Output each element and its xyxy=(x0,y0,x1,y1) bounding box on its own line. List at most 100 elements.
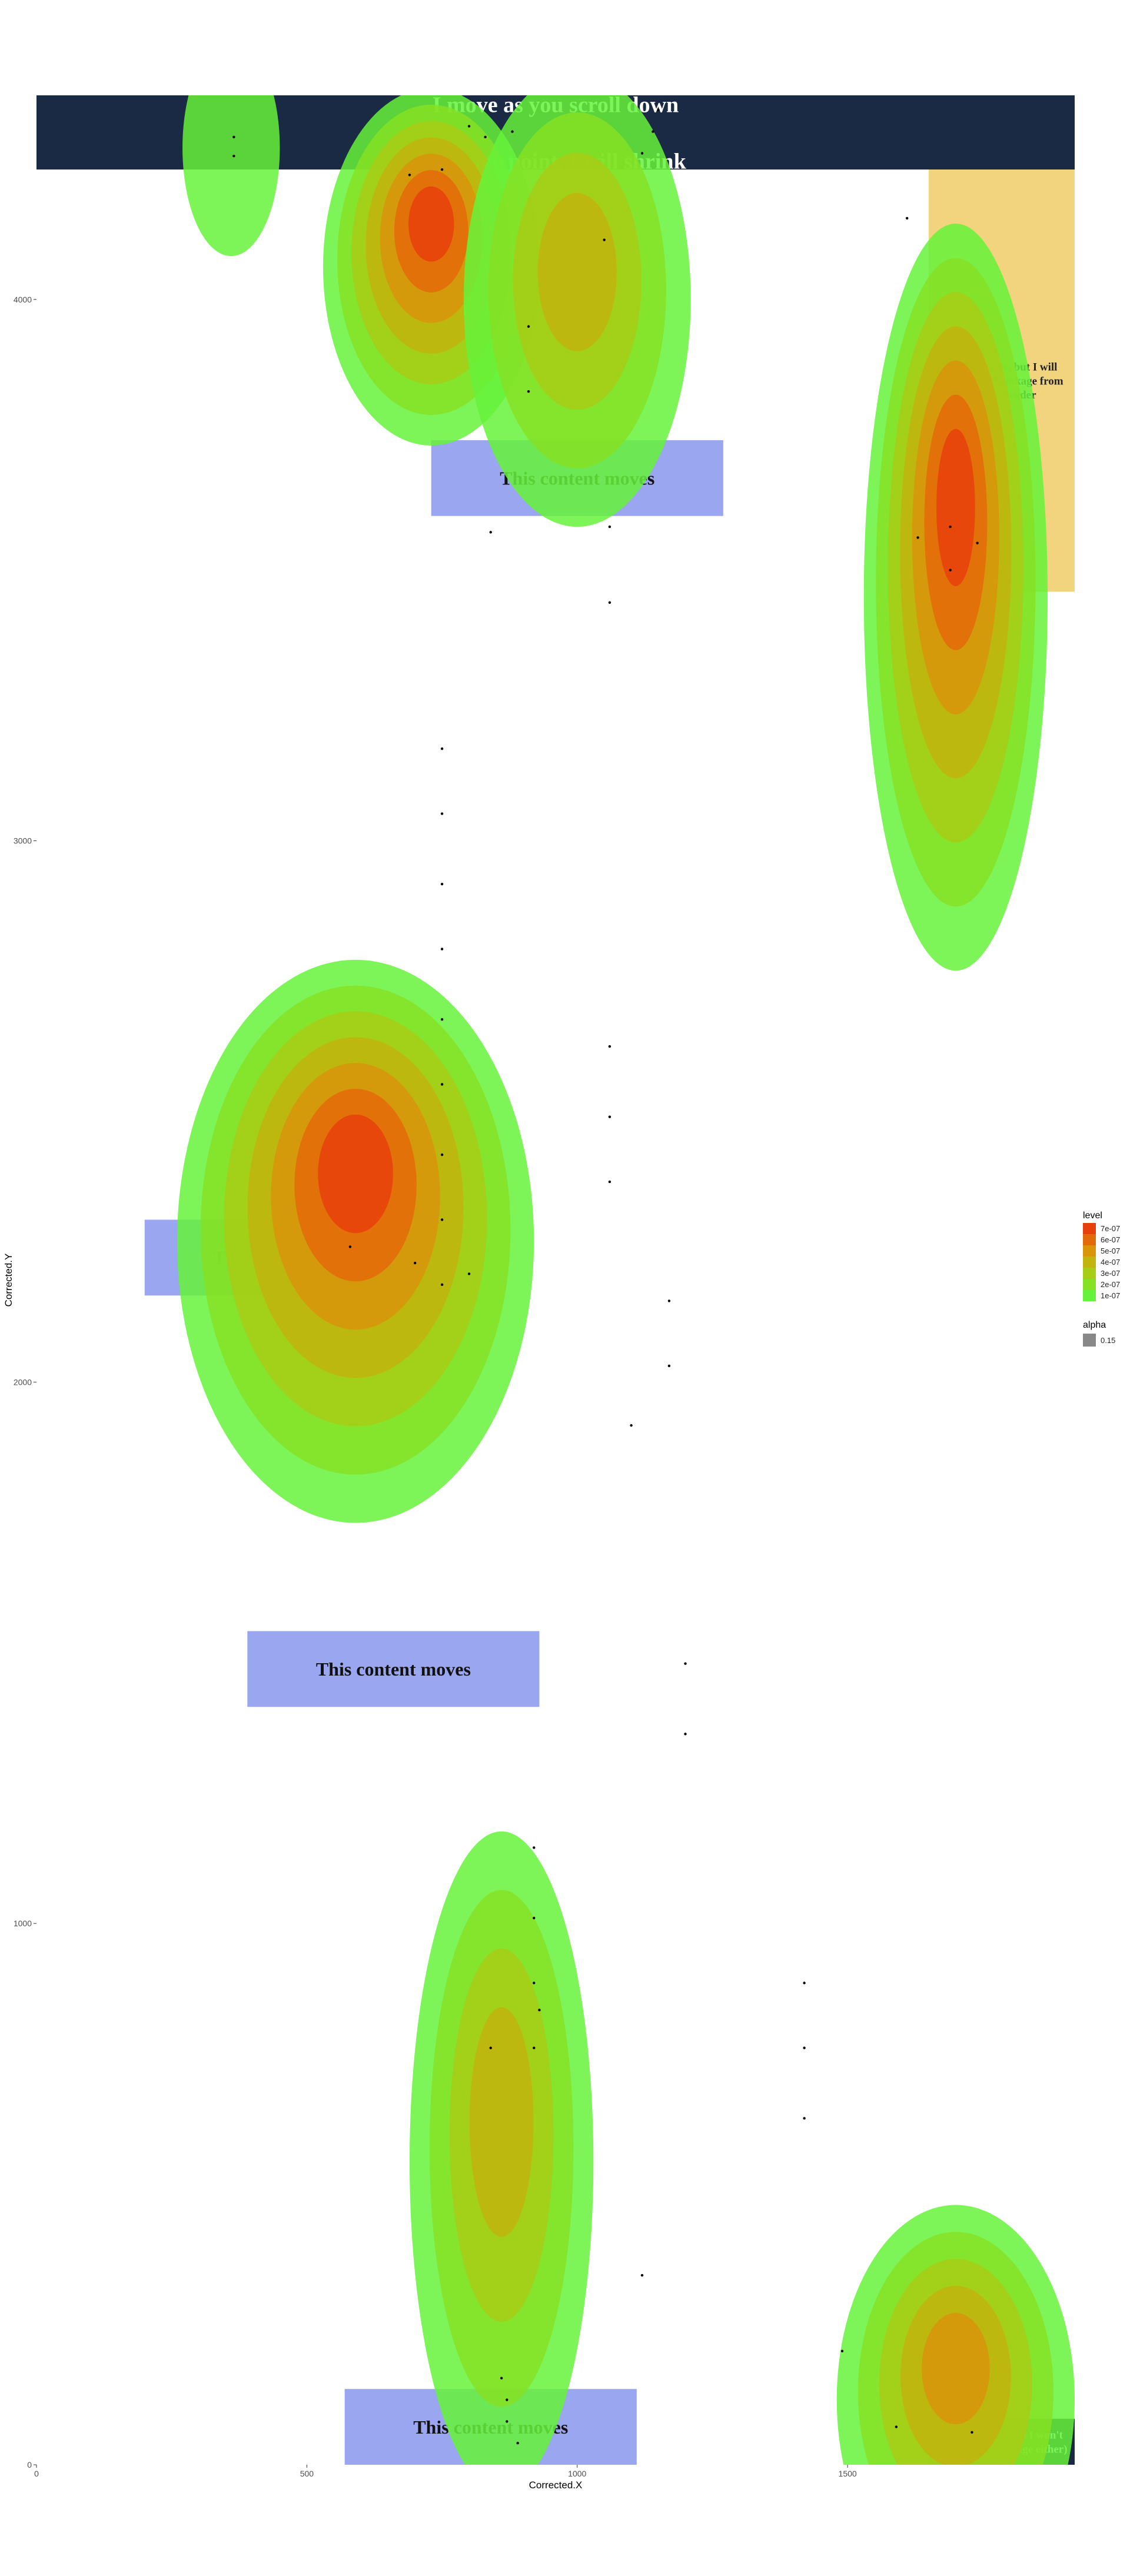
x-tick-label: 1500 xyxy=(839,2469,857,2478)
data-point xyxy=(533,2046,536,2049)
data-point xyxy=(608,1045,611,1048)
x-tick-label: 0 xyxy=(34,2469,39,2478)
cluster-bottom-right xyxy=(836,2205,1075,2465)
data-point xyxy=(527,325,530,328)
legend-level-swatch xyxy=(1083,1223,1096,1234)
cluster-top-center-level-7 xyxy=(408,186,454,262)
legend-level-swatch xyxy=(1083,1245,1096,1257)
data-point xyxy=(440,1218,444,1221)
legend-level-label: 5e-07 xyxy=(1101,1247,1120,1255)
data-point xyxy=(949,569,952,571)
legend-level-swatch xyxy=(1083,1234,1096,1245)
cluster-bottom-right-level-5 xyxy=(922,2313,990,2425)
x-tick-label: 1000 xyxy=(568,2469,586,2478)
data-point xyxy=(440,882,444,886)
data-point xyxy=(506,2398,508,2401)
legend-level-swatch xyxy=(1083,1279,1096,1290)
cluster-bottom-center xyxy=(409,1831,594,2465)
legend-level-label: 4e-07 xyxy=(1101,1258,1120,1267)
legend-alpha-title: alpha xyxy=(1083,1320,1106,1330)
data-point xyxy=(408,174,411,177)
axes-layer: 0 500 1000 1500 0 1000 2000 3000 4000 Corrected.X… xyxy=(3,295,857,2491)
data-point xyxy=(232,135,235,139)
data-point xyxy=(976,541,979,544)
legend-level-label: 2e-07 xyxy=(1101,1280,1120,1289)
data-point xyxy=(657,108,660,112)
legend-level-swatch xyxy=(1083,1290,1096,1301)
data-point xyxy=(630,1424,633,1427)
data-point xyxy=(608,525,611,529)
scatter-points-layer xyxy=(232,108,979,2445)
cluster-middle-left-level-7 xyxy=(318,1114,393,1234)
y-tick-label: 3000 xyxy=(14,836,32,846)
data-point xyxy=(916,536,919,539)
data-point xyxy=(489,2046,492,2049)
data-point xyxy=(440,1083,444,1086)
x-axis-title: Corrected.X xyxy=(529,2479,583,2491)
cluster-bottom-center-level-4 xyxy=(469,2007,534,2237)
data-point xyxy=(527,390,530,393)
data-point xyxy=(608,1115,611,1118)
legend-level-label: 6e-07 xyxy=(1101,1235,1120,1244)
legend-level-title: level xyxy=(1083,1211,1102,1221)
data-point xyxy=(538,2009,541,2012)
data-point xyxy=(840,2349,844,2353)
data-point xyxy=(533,1846,536,1849)
data-point xyxy=(533,1982,536,1985)
content-box-3-label: This content moves xyxy=(316,1658,471,1680)
data-point xyxy=(905,217,909,220)
cluster-top-center-right xyxy=(463,95,691,527)
data-point xyxy=(348,1245,352,1248)
data-point xyxy=(603,238,606,241)
legend-alpha-swatch xyxy=(1083,1334,1096,1347)
legend: level 7e-07 6e-07 5e-07 4e-07 3e-07 2e-07 1e-07… xyxy=(1083,1211,1120,1347)
data-point xyxy=(511,130,514,133)
y-tick-label: 4000 xyxy=(14,295,32,304)
cluster-right-column xyxy=(863,223,1048,971)
data-point xyxy=(640,152,644,155)
data-point xyxy=(608,1180,611,1184)
data-point xyxy=(684,1662,687,1665)
data-point xyxy=(652,130,654,133)
legend-level-label: 7e-07 xyxy=(1101,1224,1120,1233)
data-point xyxy=(440,1283,444,1287)
y-axis-title: Corrected.Y xyxy=(3,1254,14,1307)
data-point xyxy=(803,2117,806,2120)
data-point xyxy=(895,2425,898,2428)
data-point xyxy=(484,135,487,139)
content-box-3 xyxy=(247,1631,540,1707)
y-tick-label: 1000 xyxy=(14,1919,32,1928)
cluster-top-left-level-1 xyxy=(182,95,280,257)
data-point xyxy=(500,2376,503,2380)
data-point xyxy=(971,2431,973,2434)
data-point xyxy=(440,747,444,750)
data-point xyxy=(232,154,235,158)
legend-level-swatch xyxy=(1083,1257,1096,1268)
data-point xyxy=(440,948,444,950)
data-point xyxy=(684,1733,687,1736)
legend-level-swatch xyxy=(1083,1268,1096,1279)
data-point xyxy=(489,531,492,534)
data-point xyxy=(640,2273,644,2277)
data-point xyxy=(667,1299,671,1302)
data-point xyxy=(440,812,444,815)
data-point xyxy=(516,2442,519,2445)
data-point xyxy=(413,1261,417,1265)
data-point xyxy=(467,125,471,128)
legend-level-label: 1e-07 xyxy=(1101,1291,1120,1300)
data-point xyxy=(949,525,952,529)
y-tick-label: 0 xyxy=(27,2460,32,2469)
legend-alpha-label: 0.15 xyxy=(1101,1336,1115,1345)
cluster-middle-left xyxy=(177,959,534,1523)
legend-level-label: 3e-07 xyxy=(1101,1269,1120,1278)
data-point xyxy=(803,1982,806,1985)
y-tick-label: 2000 xyxy=(14,1377,32,1387)
data-point xyxy=(506,2420,508,2423)
data-point xyxy=(440,168,444,171)
data-point xyxy=(440,1018,444,1021)
x-tick-label: 500 xyxy=(300,2469,314,2478)
data-point xyxy=(667,1364,671,1367)
data-point xyxy=(533,1916,536,1920)
